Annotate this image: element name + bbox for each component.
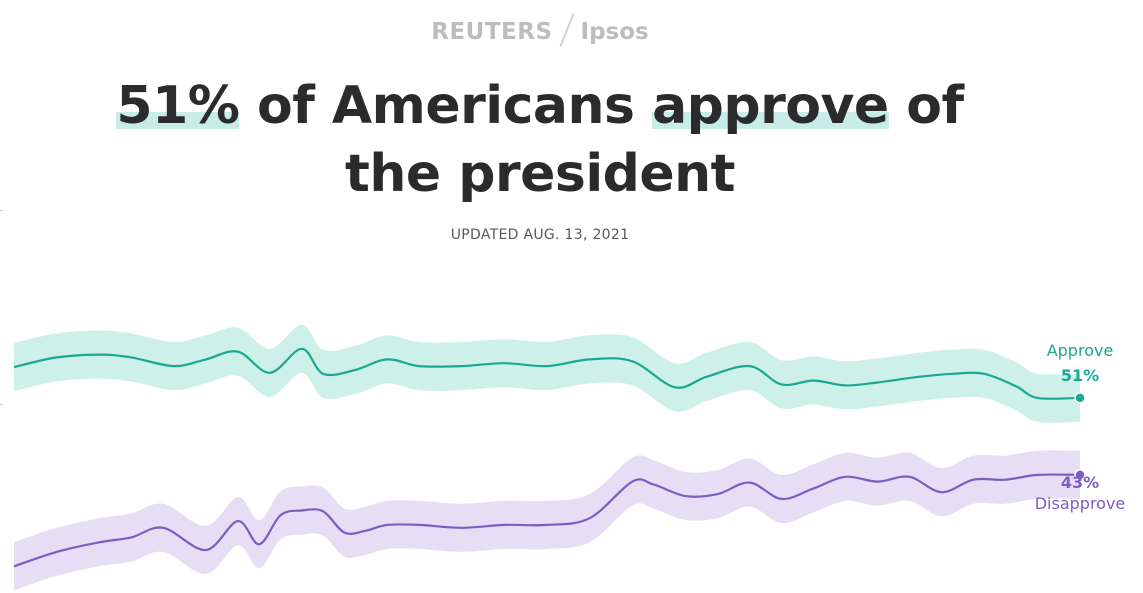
headline-text-1: of Americans: [239, 76, 653, 136]
disapprove-series-label: Disapprove: [1035, 494, 1126, 513]
updated-date: UPDATED AUG. 13, 2021: [450, 227, 630, 243]
approve-last-value: 51%: [1061, 366, 1099, 385]
reuters-wordmark: REUTERS: [431, 19, 553, 45]
headline-percentage: 51%: [116, 76, 240, 136]
approve-endpoint[interactable]: [1074, 392, 1086, 404]
headline-approve-word: approve: [652, 76, 889, 136]
headline-text-2: of: [888, 76, 964, 136]
headline-line-2: the president: [344, 144, 736, 204]
approve-series-line: [13, 347, 1081, 400]
approve-series-label: Approve: [1047, 341, 1114, 360]
headline: 51% of Americans approve of the presiden…: [0, 72, 1080, 208]
approve-confidence-band: [14, 324, 1080, 423]
disapprove-endpoint[interactable]: [1074, 469, 1086, 481]
headline-line-1: 51% of Americans approve of: [0, 72, 1080, 140]
brand-logo: REUTERS Ipsos: [0, 12, 1080, 48]
edge-tick: [0, 210, 3, 211]
ipsos-wordmark: Ipsos: [580, 19, 649, 45]
disapprove-last-value: 43%: [1061, 473, 1099, 492]
disapprove-confidence-band: [14, 450, 1080, 591]
edge-tick: [0, 404, 3, 405]
disapprove-series-line: [13, 473, 1081, 568]
